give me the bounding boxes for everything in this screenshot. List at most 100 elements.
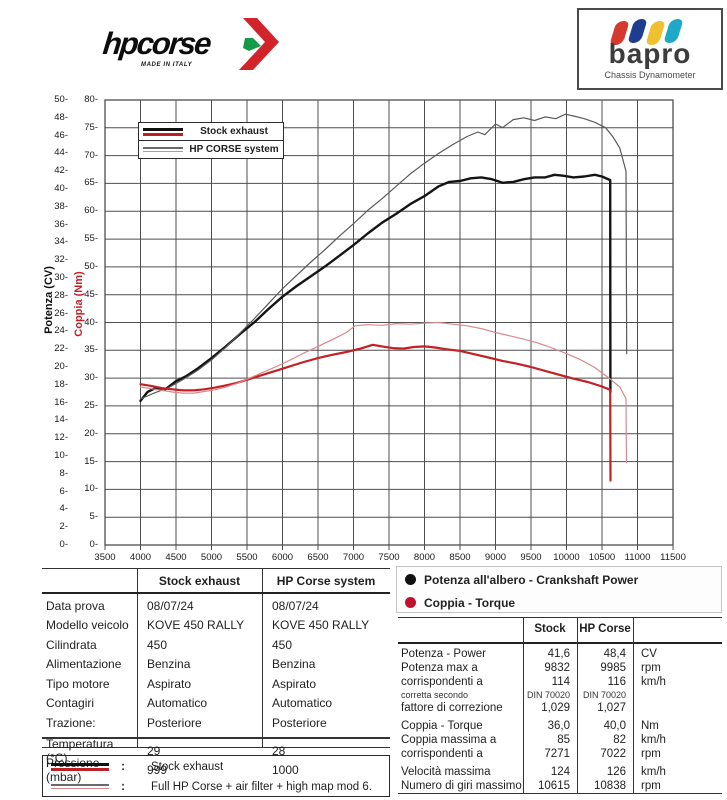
torque-axis-tick: 50-: [84, 260, 98, 272]
torque-axis-tick: 45-: [84, 288, 98, 300]
header-hpcorse-system: HP Corse system: [276, 573, 376, 588]
torque-axis-tick: 5-: [89, 511, 98, 523]
results-bottom-border: [398, 793, 722, 794]
info-value-stock: 450: [147, 637, 168, 652]
vehicle-info-header-row: Stock exhaust HP Corse system: [42, 569, 390, 594]
result-value-hpcorse: 9985: [600, 662, 626, 674]
bullet-legend-label: Coppia - Torque: [424, 595, 516, 610]
legend-separator: :: [121, 760, 125, 773]
result-value-hpcorse: 40,0: [603, 720, 626, 732]
result-label: corrispondenti a: [401, 676, 483, 688]
result-value-hpcorse: 126: [606, 766, 626, 778]
info-label: Data prova: [46, 598, 105, 613]
hpcorse-lines-swatch: [143, 147, 183, 152]
results-header-stock: Stock: [534, 623, 566, 635]
series-stock-power: [139, 173, 612, 402]
result-label: Velocità massima: [401, 766, 491, 778]
result-value-hpcorse: 48,4: [603, 648, 626, 660]
results-row: Potenza max a 9832 9985 rpm: [398, 661, 722, 675]
legend-separator: :: [121, 780, 125, 793]
result-unit: rpm: [641, 662, 661, 674]
hpcorse-lines-swatch: [51, 784, 109, 789]
torque-axis-tick: 0-: [89, 539, 98, 550]
series-stock-torque: [139, 343, 612, 482]
footer-legend-row: : Stock exhaust: [43, 757, 389, 776]
info-value-hpcorse: 08/07/24: [272, 598, 319, 613]
power-axis-tick: 32-: [54, 254, 68, 266]
power-axis-tick: 42-: [54, 165, 68, 177]
torque-axis-tick: 35-: [84, 344, 98, 356]
torque-axis-tick: 75-: [84, 121, 98, 133]
power-axis-tick: 30-: [54, 272, 68, 283]
result-label: fattore di correzione: [401, 702, 503, 714]
info-value-hpcorse: Automatico: [272, 696, 333, 711]
results-row: Numero di giri massimo 10615 10838 rpm: [398, 779, 722, 793]
info-value-hpcorse: Benzina: [272, 657, 316, 672]
result-label: corrispondenti a: [401, 748, 483, 760]
result-unit: km/h: [641, 734, 666, 746]
results-body: Potenza - Power 41,6 48,4 CV Potenza max …: [398, 644, 722, 793]
hpcorse-logo-text: hpcorse: [101, 26, 212, 61]
result-value-hpcorse: DIN 70020: [582, 690, 626, 700]
result-label: Numero di giri massimo: [401, 780, 522, 792]
bapro-logo-text: bapro: [608, 38, 692, 69]
footer-legend-row: : Full HP Corse + air filter + high map …: [43, 777, 389, 796]
result-value-stock: 41,6: [547, 648, 570, 660]
info-label: Cilindrata: [46, 637, 97, 652]
rpm-axis-tick: 11000: [624, 552, 651, 563]
env-value-stock: 29: [147, 743, 161, 758]
results-table: Stock HP Corse Potenza - Power 41,6 48,4…: [398, 617, 722, 794]
power-axis-tick: 46-: [54, 129, 68, 141]
chart-legend-entry-hpcorse: HP CORSE system: [139, 140, 283, 158]
power-bullet-icon: [405, 574, 416, 585]
column-divider: [523, 618, 524, 794]
power-axis-tick: 22-: [54, 343, 68, 355]
power-axis-tick: 6-: [59, 485, 68, 497]
result-unit: CV: [641, 648, 657, 660]
vehicle-info-row: Alimentazione Benzina Benzina: [42, 655, 390, 675]
power-axis-tick: 28-: [54, 289, 68, 301]
result-value-stock: 9832: [544, 662, 570, 674]
result-value-stock: 1,029: [541, 702, 570, 714]
result-unit: rpm: [641, 748, 661, 760]
power-axis-tick: 0-: [59, 539, 68, 550]
power-axis-tick: 2-: [59, 521, 68, 533]
env-label: Temperatura (°C): [46, 736, 114, 765]
vehicle-info-row: Trazione: Posteriore Posteriore: [42, 713, 390, 733]
rpm-axis-tick: 9000: [484, 552, 507, 563]
result-label: Coppia - Torque: [401, 720, 483, 732]
footer-legend-label: Full HP Corse + air filter + high map mo…: [151, 780, 372, 793]
power-axis-tick: 38-: [54, 200, 68, 212]
header-stock-exhaust: Stock exhaust: [158, 573, 241, 588]
rpm-axis-tick: 11500: [660, 552, 686, 563]
rpm-axis-tick: 4000: [129, 552, 152, 563]
info-value-stock: Benzina: [147, 657, 191, 672]
result-label: Coppia massima a: [401, 734, 497, 746]
info-label: Alimentazione: [46, 657, 122, 672]
info-value-hpcorse: 450: [272, 637, 293, 652]
info-value-stock: 08/07/24: [147, 598, 194, 613]
series-bullet-legend: Potenza all'albero - Crankshaft Power Co…: [396, 566, 722, 613]
rpm-axis-tick: 7500: [378, 552, 400, 563]
power-axis-tick: 40-: [54, 183, 68, 194]
env-value-hpcorse: 28: [272, 743, 286, 758]
result-value-stock: 10615: [538, 780, 570, 792]
rpm-axis-tick: 6500: [307, 552, 329, 563]
power-axis-tick: 36-: [54, 218, 68, 230]
info-value-stock: Posteriore: [147, 715, 202, 730]
result-value-hpcorse: 116: [607, 676, 626, 688]
power-axis-tick: 20-: [54, 361, 68, 372]
results-row: corrispondenti a 114 116 km/h: [398, 675, 722, 689]
results-row: Velocità massima 124 126 km/h: [398, 765, 722, 779]
result-value-hpcorse: 7022: [600, 748, 626, 760]
results-row: Potenza - Power 41,6 48,4 CV: [398, 647, 722, 661]
chart-legend-label-stock: Stock exhaust: [200, 126, 268, 137]
info-value-hpcorse: Posteriore: [272, 715, 327, 730]
rpm-axis-tick: 8500: [449, 552, 471, 563]
power-axis-tick: 44-: [54, 147, 68, 159]
results-row: Coppia - Torque 36,0 40,0 Nm: [398, 719, 722, 733]
info-value-stock: KOVE 450 RALLY: [147, 618, 245, 633]
power-axis-tick: 48-: [54, 111, 68, 123]
result-value-stock: 7271: [544, 748, 570, 760]
